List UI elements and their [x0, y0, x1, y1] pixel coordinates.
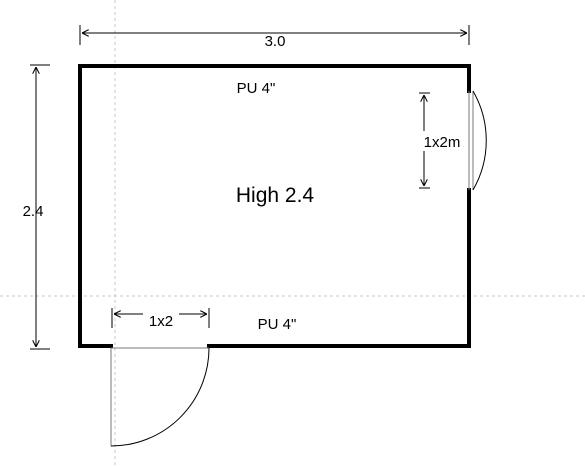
wall-top-left-right: [78, 64, 471, 348]
room-walls: [78, 64, 471, 348]
top-wall-label: PU 4": [237, 80, 276, 97]
bottom-door: 1x2: [110, 308, 210, 447]
bottom-door-swing-arc: [110, 347, 210, 447]
height-dimension: 2.4: [23, 64, 50, 350]
right-door: 1x2m: [419, 90, 487, 191]
height-dimension-label: 2.4: [23, 203, 44, 220]
ceiling-height-label: High 2.4: [236, 184, 315, 207]
bottom-wall-label: PU 4": [258, 316, 297, 333]
right-door-label: 1x2m: [424, 134, 461, 151]
right-door-swing-arc: [472, 90, 487, 191]
width-dimension: 3.0: [79, 25, 470, 50]
width-dimension-label: 3.0: [265, 33, 286, 50]
bottom-door-label: 1x2: [149, 313, 173, 330]
